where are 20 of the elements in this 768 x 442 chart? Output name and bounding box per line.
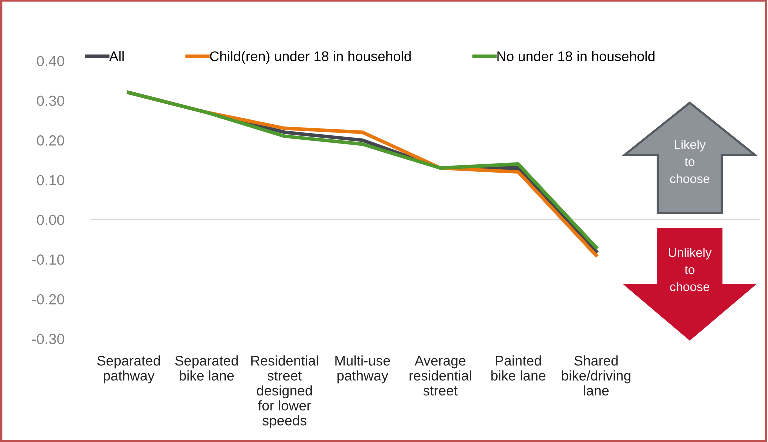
y-tick-label: 0.10 — [37, 175, 64, 186]
y-tick-label: 0.30 — [37, 96, 64, 106]
y-tick-label: 0.00 — [37, 214, 64, 226]
text: Likely to choose — [670, 140, 710, 184]
x-tick-label: Separated pathway — [98, 356, 160, 384]
y-tick-label: -0.20 — [32, 294, 64, 305]
x-tick-label: Separated bike lane — [175, 356, 238, 381]
x-tick-label: Average residential street — [410, 356, 472, 396]
legend-label: All — [109, 51, 124, 62]
x-tick-label: Painted bike lane — [492, 356, 546, 381]
y-tick-label: -0.10 — [32, 254, 64, 265]
x-tick-label: Residential street designed for lower speeds — [252, 356, 318, 428]
x-tick-label: Shared bike/driving lane — [562, 356, 631, 396]
legend-label: No under 18 in household — [498, 51, 655, 62]
y-tick-label: 0.20 — [37, 136, 64, 146]
y-tick-label: 0.40 — [37, 56, 64, 66]
x-tick-label: Multi-use pathway — [336, 356, 390, 384]
legend-label: Child(ren) under 18 in household — [210, 51, 411, 64]
text: Unlikely to choose — [669, 248, 712, 292]
y-tick-label: -0.30 — [32, 334, 64, 344]
